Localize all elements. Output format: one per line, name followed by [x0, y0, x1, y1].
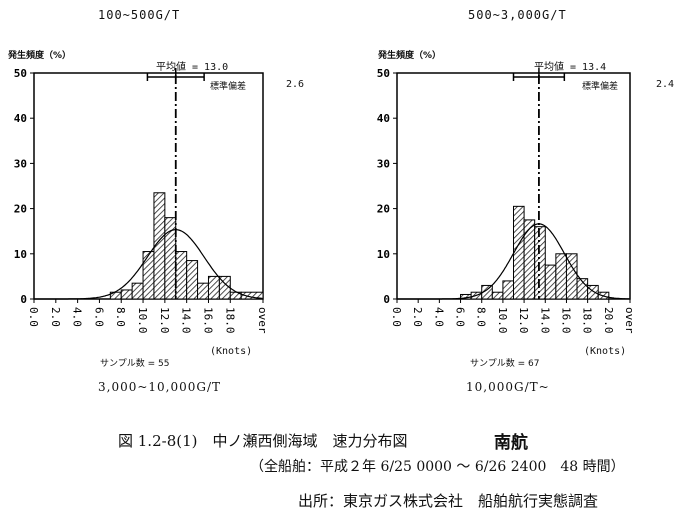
- chart1-xtick-label-6: 12.0: [158, 307, 171, 334]
- chart2-bar-5: [513, 205, 525, 300]
- chart1-bar-12: [240, 291, 264, 300]
- chart2-bar-6: [523, 219, 536, 300]
- chart2-xtick-label-10: 20.0: [602, 307, 615, 334]
- chart1-bar-9: [207, 275, 220, 300]
- chart1-ytick-label-4: 40: [14, 112, 27, 125]
- chart2-xlabel: (Knots): [584, 346, 627, 357]
- chart2-sample-count: サンプル数 = 67: [470, 359, 540, 369]
- chart1-xlabel: (Knots): [210, 346, 253, 357]
- chart2-bar-8: [544, 264, 557, 300]
- chart1-mean-label: 平均値 = 13.0: [156, 62, 229, 73]
- chart2-std-value: 2.4: [656, 79, 675, 90]
- chart2-xtick-label-2: 4.0: [432, 307, 445, 327]
- chart2-xtick-label-11: over: [623, 307, 636, 334]
- chart2-bar-4: [502, 280, 514, 300]
- chart2-xtick-label-7: 14.0: [538, 307, 551, 334]
- chart2-bar-3: [491, 291, 504, 300]
- chart2-ytick-label-3: 30: [377, 157, 390, 170]
- chart2-mean-label: 平均値 = 13.4: [534, 62, 607, 73]
- chart1-sample-count: サンプル数 = 55: [100, 359, 170, 369]
- chart1-ytick-label-3: 30: [14, 157, 27, 170]
- chart2-xtick-label-4: 8.0: [475, 307, 488, 327]
- chart3-title: 3,000~10,000G/T: [98, 380, 222, 394]
- chart2-ytick-label-1: 10: [377, 248, 390, 261]
- chart1-bar-7: [186, 260, 199, 300]
- chart1-bar-8: [197, 282, 209, 300]
- chart2-xtick-label-6: 12.0: [517, 307, 530, 334]
- chart2-bar-9: [555, 253, 567, 300]
- chart2-ytick-label-0: 0: [383, 293, 390, 306]
- chart2-normal-curve: [397, 223, 629, 300]
- chart1-bar-1: [120, 289, 133, 300]
- chart1-plot: 0 10 20 30 40 50 0.0 2.0 4.0 6.0 8.0 10.0 12.0 14.0 16…: [14, 67, 269, 334]
- chart1-xtick-label-0: 0.0: [27, 307, 40, 327]
- chart2-xtick-label-0: 0.0: [390, 307, 403, 327]
- chart1-ytick-label-0: 0: [20, 293, 27, 306]
- chart1-std-value: 2.6: [286, 79, 305, 90]
- chart2-xtick-label-8: 16.0: [559, 307, 572, 334]
- chart4-title: 10,000G/T~: [466, 380, 550, 394]
- figure-caption: 図 1.2-8(1) 中ノ瀬西側海域 速力分布図: [118, 432, 408, 450]
- chart1-xtick-label-9: 18.0: [223, 307, 236, 334]
- chart2-std-label: 標準偏差: [582, 82, 619, 92]
- chart1-xtick-label-5: 10.0: [136, 307, 149, 334]
- chart1-xtick-label-3: 6.0: [92, 307, 105, 327]
- source-label: 出所：東京ガス株式会社 船舶航行実態調査: [298, 492, 599, 510]
- chart1-xtick-label-7: 14.0: [180, 307, 193, 334]
- chart2-ytick-label-5: 50: [377, 67, 390, 80]
- chart2-title: 500~3,000G/T: [468, 8, 567, 22]
- chart2-xtick-label-1: 2.0: [411, 307, 424, 327]
- chart1-std-label: 標準偏差: [210, 82, 247, 92]
- chart1-bar-3: [142, 251, 155, 300]
- chart2-ytick-label-2: 20: [377, 203, 390, 216]
- chart2-plot: 0 10 20 30 40 50 0.0 2.0 4.0 6.0 8.0 10.0 12.0 14.0 16…: [377, 67, 636, 334]
- chart1-normal-curve: [34, 228, 262, 300]
- chart1-xtick-label-4: 8.0: [114, 307, 127, 327]
- chart1-title: 100~500G/T: [98, 8, 181, 22]
- chart1-ytick-label-5: 50: [14, 67, 27, 80]
- chart1-bar-2: [131, 282, 144, 300]
- direction-label: 南航: [494, 433, 528, 453]
- chart1-xtick-label-10: over: [256, 307, 269, 334]
- chart1-xtick-label-8: 16.0: [201, 307, 214, 334]
- chart2-xtick-label-9: 18.0: [581, 307, 594, 334]
- chart1-xtick-label-1: 2.0: [49, 307, 62, 327]
- chart2-xtick-label-3: 6.0: [454, 307, 467, 327]
- chart1-ytick-label-2: 20: [14, 203, 27, 216]
- chart2-bar-10: [565, 253, 578, 300]
- chart2-ytick-label-4: 40: [377, 112, 390, 125]
- period-label: （全船舶：平成２年 6/25 0000 ～ 6/26 2400 48 時間）: [250, 459, 625, 475]
- chart2-bar-7: [534, 226, 546, 300]
- chart1-bar-6: [175, 251, 188, 300]
- chart1-xtick-label-2: 4.0: [71, 307, 84, 327]
- chart1-ytick-label-1: 10: [14, 248, 27, 261]
- chart2-xtick-label-5: 10.0: [496, 307, 509, 334]
- chart2-ylabel: 発生頻度（%）: [378, 51, 442, 61]
- chart1-ylabel: 発生頻度（%）: [8, 51, 72, 61]
- chart2-bar-12: [587, 284, 599, 300]
